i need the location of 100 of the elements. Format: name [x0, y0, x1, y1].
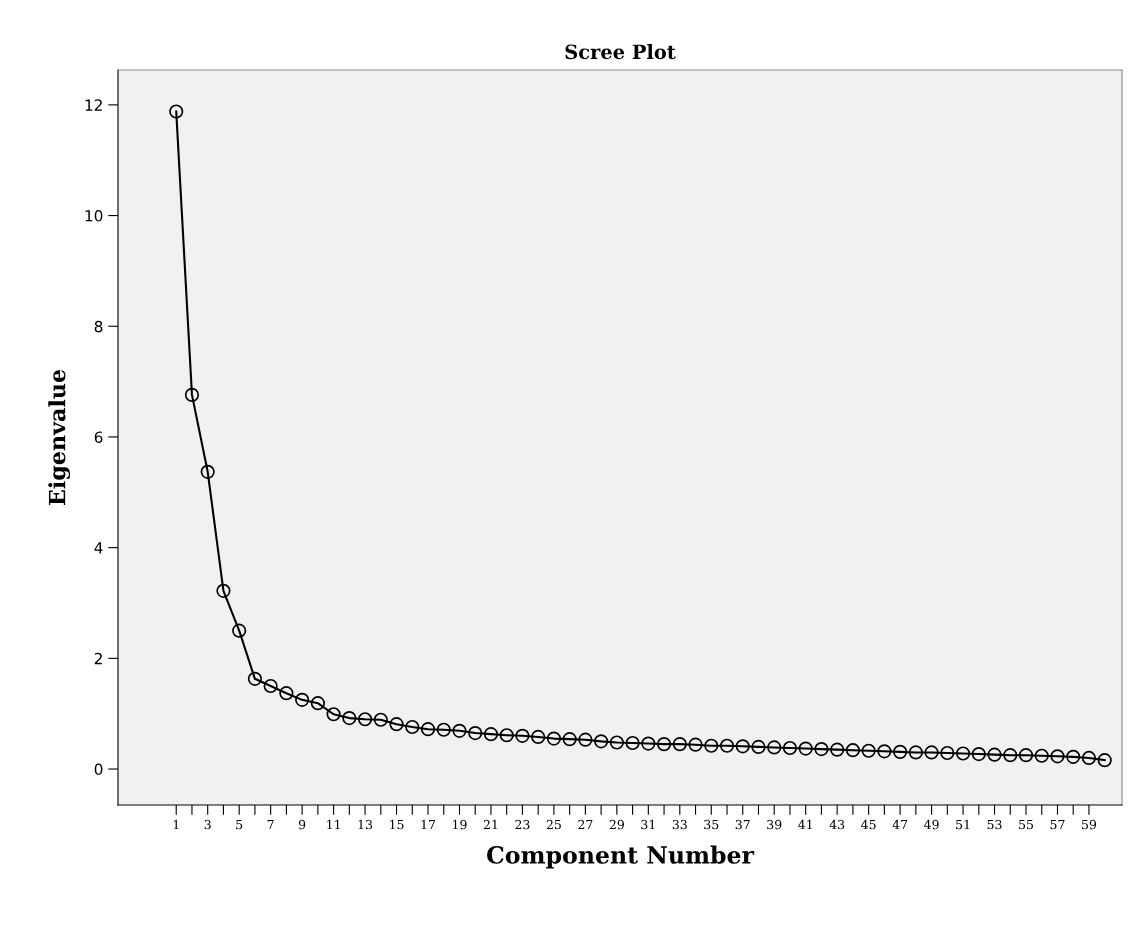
point	[940, 745, 955, 761]
point	[546, 731, 561, 746]
x-tick-label: 25	[546, 819, 561, 830]
x-tick-label: 17	[421, 819, 436, 830]
point	[531, 729, 546, 745]
y-tick-label: 8	[94, 320, 103, 333]
point	[735, 739, 750, 754]
x-tick-label: 1	[173, 819, 179, 830]
point	[704, 738, 719, 753]
point	[232, 623, 247, 638]
y-tick-label: 12	[85, 99, 102, 111]
x-tick-label: 55	[1019, 819, 1033, 830]
x-tick-label: 59	[1082, 819, 1097, 830]
point	[594, 734, 609, 749]
y-tick-label: 2	[94, 652, 102, 665]
point	[609, 735, 624, 750]
point	[483, 727, 499, 742]
chart-title: Scree Plot	[565, 44, 676, 60]
point	[893, 744, 908, 759]
point	[420, 722, 436, 737]
point	[814, 742, 829, 757]
point	[310, 696, 325, 711]
point	[971, 746, 986, 762]
point	[1018, 748, 1034, 763]
x-tick-label: 23	[515, 819, 530, 830]
point	[861, 743, 876, 758]
x-tick-label: 3	[204, 819, 211, 830]
x-tick-label: 33	[672, 819, 687, 830]
point	[1066, 749, 1081, 764]
point	[1081, 750, 1097, 766]
point	[751, 739, 766, 754]
x-tick-label: 57	[1050, 819, 1065, 830]
x-tick-label: 13	[358, 819, 373, 830]
point	[672, 737, 687, 752]
point	[515, 728, 530, 743]
point	[216, 583, 231, 598]
point	[295, 692, 310, 707]
point	[326, 707, 341, 722]
point	[200, 464, 215, 479]
point	[767, 740, 782, 755]
x-tick-label: 43	[829, 819, 845, 830]
point	[782, 740, 798, 756]
y-tick-label: 0	[94, 763, 103, 776]
point	[798, 741, 813, 756]
point	[405, 719, 420, 735]
point	[688, 737, 703, 752]
point	[1003, 748, 1018, 763]
point	[625, 735, 640, 751]
x-tick-label: 35	[704, 819, 719, 830]
x-tick-label: 37	[735, 819, 750, 830]
point	[436, 722, 451, 737]
point	[562, 732, 577, 747]
point	[1034, 748, 1049, 763]
point	[830, 742, 845, 757]
x-tick-label: 41	[798, 819, 812, 830]
x-tick-label: 45	[861, 819, 876, 830]
point	[987, 747, 1002, 762]
x-tick-label: 49	[924, 819, 939, 830]
x-axis-title: Component Number	[487, 845, 755, 869]
point	[279, 686, 294, 701]
point	[169, 104, 184, 119]
point	[877, 744, 892, 759]
point	[908, 745, 923, 760]
x-tick-label: 21	[483, 819, 498, 830]
y-tick-label: 10	[85, 210, 103, 222]
point	[184, 387, 200, 402]
point	[1097, 753, 1112, 768]
y-tick-label: 4	[94, 542, 103, 554]
point	[357, 712, 373, 727]
point	[641, 736, 656, 751]
point	[373, 712, 388, 727]
point	[845, 743, 860, 758]
point	[499, 728, 514, 743]
y-axis-title: Eigenvalue	[48, 369, 71, 506]
x-tick-label: 51	[956, 819, 970, 830]
y-tick-label: 6	[94, 431, 103, 443]
x-tick-label: 31	[641, 819, 655, 830]
x-tick-label: 7	[267, 819, 274, 830]
x-tick-label: 29	[609, 819, 624, 830]
point	[247, 671, 262, 686]
point	[578, 732, 593, 747]
point	[1050, 749, 1065, 764]
point	[468, 725, 483, 741]
x-tick-label: 27	[578, 819, 593, 830]
x-tick-label: 53	[987, 819, 1002, 830]
point	[924, 745, 939, 760]
x-tick-label: 47	[892, 819, 908, 830]
x-tick-label: 19	[453, 819, 467, 830]
point	[452, 723, 467, 738]
point	[389, 717, 404, 732]
point	[955, 746, 971, 761]
x-tick-label: 15	[390, 819, 404, 830]
point	[263, 678, 278, 694]
x-tick-label: 9	[298, 819, 306, 830]
point	[719, 738, 735, 753]
x-tick-label: 5	[236, 819, 243, 830]
x-tick-label: 11	[327, 819, 340, 830]
point	[656, 737, 672, 752]
point	[342, 711, 357, 726]
x-tick-label: 39	[767, 819, 782, 830]
